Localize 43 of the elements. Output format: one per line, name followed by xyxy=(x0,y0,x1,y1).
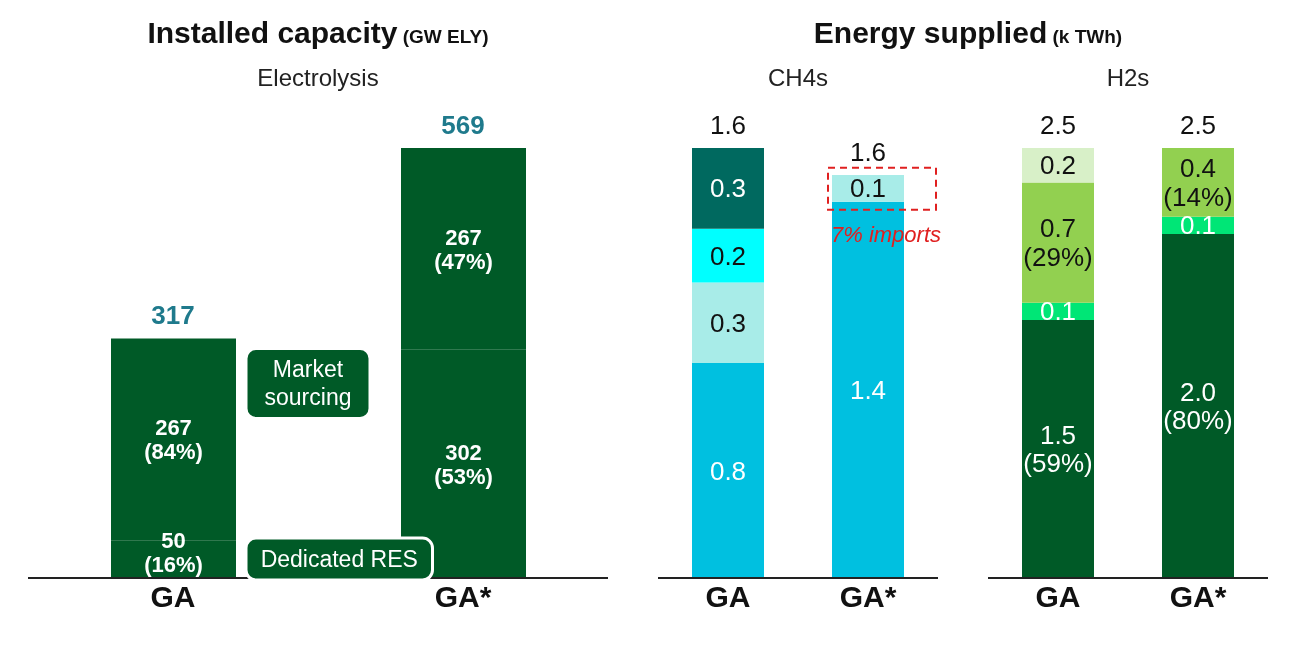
data-label: 0.4 (14%) xyxy=(1163,153,1233,212)
total-label: 2.5 xyxy=(1179,110,1217,140)
bar xyxy=(692,148,764,229)
series-label: Dedicated RES xyxy=(260,546,418,573)
bar xyxy=(692,363,764,578)
bar xyxy=(1022,182,1094,303)
data-label: 0.1 xyxy=(1179,210,1217,241)
data-label: 0.2 xyxy=(1039,150,1077,181)
bar xyxy=(692,228,764,283)
data-label: 1.4 xyxy=(849,374,887,405)
data-label: 0.1 xyxy=(849,173,887,204)
total-label: 317 xyxy=(151,300,195,331)
bar xyxy=(692,282,764,363)
total-label: 1.6 xyxy=(849,136,887,167)
chart-title: Installed capacity (GW ELY) xyxy=(147,16,489,49)
series-label: Market sourcing xyxy=(264,356,352,411)
data-label: 0.2 xyxy=(709,240,747,271)
x-tick-label: GA xyxy=(705,580,751,614)
chart-title: Energy supplied (k TWh) xyxy=(813,16,1123,49)
total-label: 1.6 xyxy=(709,110,747,140)
x-tick-label: GA* xyxy=(434,580,492,614)
data-label: 302 (53%) xyxy=(434,439,493,489)
data-label: 0.3 xyxy=(709,307,747,338)
data-label: 0.8 xyxy=(709,455,747,486)
bar xyxy=(1162,234,1234,578)
data-label: 1.5 (59%) xyxy=(1023,419,1093,479)
chart-subtitle: CH4s xyxy=(767,63,829,93)
data-label: 0.3 xyxy=(709,173,747,204)
chart-subtitle: Electrolysis xyxy=(256,63,380,93)
x-tick-label: GA xyxy=(150,580,196,614)
data-label: 0.1 xyxy=(1039,296,1077,327)
total-label: 569 xyxy=(441,110,485,140)
data-label: 267 (47%) xyxy=(434,224,493,274)
data-label: 0.7 (29%) xyxy=(1023,213,1093,272)
data-label: 2.0 (80%) xyxy=(1163,376,1233,436)
total-label: 2.5 xyxy=(1039,110,1077,140)
data-label: 50 (16%) xyxy=(144,527,203,577)
chart-subtitle: H2s xyxy=(1105,63,1151,93)
x-tick-label: GA xyxy=(1035,580,1081,614)
x-tick-label: GA* xyxy=(839,580,897,614)
data-label: 267 (84%) xyxy=(144,414,203,464)
bar xyxy=(1022,320,1094,578)
x-tick-label: GA* xyxy=(1169,580,1227,614)
